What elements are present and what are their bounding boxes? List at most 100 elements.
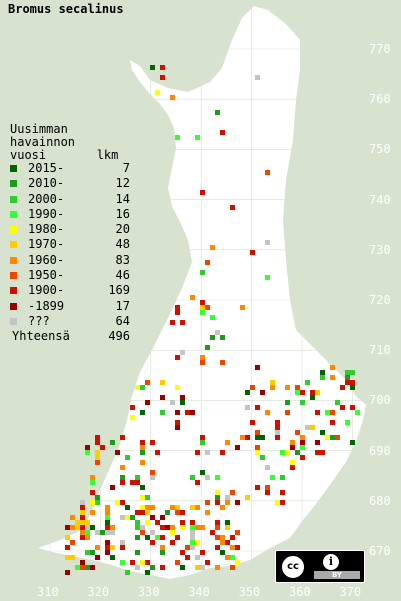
observation-square	[80, 525, 85, 530]
observation-square	[85, 565, 90, 570]
observation-square	[160, 525, 165, 530]
legend-total-label: Yhteensä	[12, 329, 70, 344]
observation-square	[195, 505, 200, 510]
observation-square	[95, 460, 100, 465]
observation-square	[70, 540, 75, 545]
observation-square	[130, 560, 135, 565]
observation-square	[190, 295, 195, 300]
observation-square	[290, 460, 295, 465]
observation-square	[280, 450, 285, 455]
legend-item-label: 1980-	[28, 222, 65, 237]
observation-square	[315, 440, 320, 445]
observation-square	[160, 410, 165, 415]
observation-square	[200, 355, 205, 360]
observation-square	[205, 305, 210, 310]
observation-square	[140, 525, 145, 530]
observation-square	[95, 545, 100, 550]
observation-square	[105, 505, 110, 510]
observation-square	[215, 520, 220, 525]
y-tick-label: 690	[369, 443, 391, 458]
observation-square	[70, 515, 75, 520]
legend-item-label: 1970-	[28, 237, 65, 252]
observation-square	[320, 450, 325, 455]
observation-square	[285, 400, 290, 405]
observation-square	[65, 535, 70, 540]
observation-square	[270, 385, 275, 390]
observation-square	[300, 440, 305, 445]
cc-by-license-badge[interactable]: cc i BY	[275, 550, 365, 583]
observation-square	[150, 515, 155, 520]
observation-square	[310, 425, 315, 430]
legend-item-count: 14	[115, 191, 130, 206]
observation-square	[135, 385, 140, 390]
observation-square	[190, 525, 195, 530]
legend-item-count: 7	[122, 161, 130, 175]
observation-square	[270, 475, 275, 480]
observation-square	[80, 500, 85, 505]
observation-square	[115, 450, 120, 455]
observation-square	[140, 445, 145, 450]
legend-swatch	[10, 195, 17, 203]
observation-square	[345, 375, 350, 380]
observation-square	[300, 435, 305, 440]
legend-item: 1960- 83	[10, 253, 130, 269]
observation-square	[295, 430, 300, 435]
x-tick-label: 310	[37, 585, 59, 599]
y-tick-label: 680	[369, 493, 391, 508]
observation-square	[195, 135, 200, 140]
observation-square	[160, 515, 165, 520]
observation-square	[225, 500, 230, 505]
observation-square	[90, 565, 95, 570]
observation-square	[100, 445, 105, 450]
observation-square	[175, 560, 180, 565]
observation-square	[170, 505, 175, 510]
legend-item-count: 48	[115, 237, 130, 252]
observation-square	[215, 490, 220, 495]
observation-square	[150, 65, 155, 70]
observation-square	[305, 425, 310, 430]
observation-square	[295, 450, 300, 455]
legend-item-count: 12	[115, 176, 130, 191]
observation-square	[225, 555, 230, 560]
observation-square	[140, 385, 145, 390]
observation-square	[135, 520, 140, 525]
legend-item: 1980- 20	[10, 222, 130, 238]
observation-square	[235, 445, 240, 450]
observation-square	[190, 520, 195, 525]
observation-square	[255, 445, 260, 450]
legend-swatch	[10, 180, 17, 188]
observation-square	[110, 485, 115, 490]
observation-square	[205, 260, 210, 265]
observation-square	[170, 540, 175, 545]
observation-square	[95, 530, 100, 535]
observation-square	[240, 305, 245, 310]
observation-square	[200, 435, 205, 440]
observation-square	[190, 475, 195, 480]
observation-square	[70, 525, 75, 530]
observation-square	[80, 510, 85, 515]
y-tick-label: 700	[369, 393, 391, 408]
observation-square	[140, 460, 145, 465]
legend-swatch	[10, 287, 17, 295]
observation-square	[215, 535, 220, 540]
observation-square	[80, 565, 85, 570]
observation-square	[225, 440, 230, 445]
observation-square	[135, 565, 140, 570]
observation-square	[230, 565, 235, 570]
observation-square	[200, 470, 205, 475]
observation-square	[220, 360, 225, 365]
observation-square	[200, 300, 205, 305]
observation-square	[65, 525, 70, 530]
observation-square	[70, 555, 75, 560]
observation-square	[340, 405, 345, 410]
observation-square	[125, 515, 130, 520]
observation-square	[220, 130, 225, 135]
observation-square	[90, 510, 95, 515]
observation-square	[95, 435, 100, 440]
legend-header-line-1: Uusimman	[10, 122, 68, 136]
y-tick-label: 770	[369, 42, 391, 56]
observation-square	[300, 445, 305, 450]
observation-square	[160, 395, 165, 400]
observation-square	[315, 410, 320, 415]
